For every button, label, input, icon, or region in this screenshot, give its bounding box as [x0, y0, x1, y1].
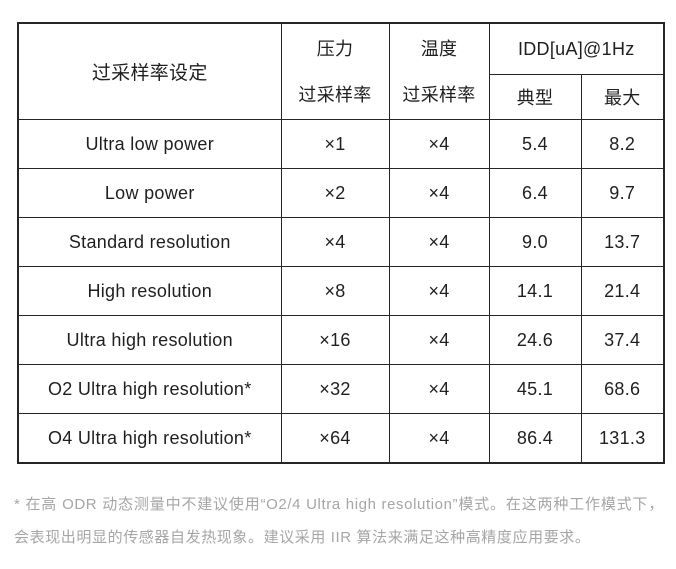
footnote-line-2: 会表现出明显的传感器自发热现象。建议采用 IIR 算法来满足这种高精度应用要求。	[14, 529, 591, 546]
header-idd: IDD[uA]@1Hz	[488, 22, 665, 75]
cell-idd-typical: 14.1	[488, 266, 582, 316]
cell-idd-max: 13.7	[580, 217, 665, 267]
cell-pressure-osr: ×64	[280, 413, 390, 464]
table-row: Standard resolution ×4 ×4 9.0 13.7	[17, 217, 665, 267]
cell-temperature-osr: ×4	[388, 364, 490, 414]
oversampling-settings-table: 过采样率设定 压力 过采样率 温度 过采样率 IDD[uA]@1Hz 典型 最大…	[17, 22, 665, 464]
cell-idd-typical: 86.4	[488, 413, 582, 464]
header-setting: 过采样率设定	[17, 22, 282, 120]
cell-idd-typical: 6.4	[488, 168, 582, 218]
cell-setting: Ultra low power	[17, 119, 282, 169]
table-row: O4 Ultra high resolution* ×64 ×4 86.4 13…	[17, 413, 665, 464]
cell-pressure-osr: ×1	[280, 119, 390, 169]
cell-idd-max: 131.3	[580, 413, 665, 464]
cell-setting: O4 Ultra high resolution*	[17, 413, 282, 464]
footnote: * 在高 ODR 动态测量中不建议使用“O2/4 Ultra high reso…	[14, 488, 664, 554]
footnote-line-1: * 在高 ODR 动态测量中不建议使用“O2/4 Ultra high reso…	[14, 496, 664, 513]
cell-idd-typical: 5.4	[488, 119, 582, 169]
header-temperature-line1: 温度	[420, 38, 458, 59]
cell-idd-max: 21.4	[580, 266, 665, 316]
cell-setting: High resolution	[17, 266, 282, 316]
cell-idd-max: 68.6	[580, 364, 665, 414]
cell-temperature-osr: ×4	[388, 119, 490, 169]
header-temperature-line2: 过采样率	[402, 84, 476, 105]
table-row: Ultra high resolution ×16 ×4 24.6 37.4	[17, 315, 665, 365]
table-row: O2 Ultra high resolution* ×32 ×4 45.1 68…	[17, 364, 665, 414]
cell-idd-max: 8.2	[580, 119, 665, 169]
header-pressure-oversampling: 压力 过采样率	[280, 22, 390, 120]
cell-pressure-osr: ×32	[280, 364, 390, 414]
table-header: 过采样率设定 压力 过采样率 温度 过采样率 IDD[uA]@1Hz 典型 最大	[17, 22, 665, 120]
header-typical: 典型	[488, 74, 582, 120]
cell-idd-typical: 24.6	[488, 315, 582, 365]
cell-idd-max: 37.4	[580, 315, 665, 365]
cell-pressure-osr: ×4	[280, 217, 390, 267]
cell-setting: Standard resolution	[17, 217, 282, 267]
cell-pressure-osr: ×16	[280, 315, 390, 365]
cell-idd-typical: 45.1	[488, 364, 582, 414]
table-row: High resolution ×8 ×4 14.1 21.4	[17, 266, 665, 316]
cell-temperature-osr: ×4	[388, 315, 490, 365]
cell-temperature-osr: ×4	[388, 266, 490, 316]
table-row: Low power ×2 ×4 6.4 9.7	[17, 168, 665, 218]
header-row-1: 过采样率设定 压力 过采样率 温度 过采样率 IDD[uA]@1Hz	[17, 22, 665, 120]
header-temperature-oversampling: 温度 过采样率	[388, 22, 490, 120]
cell-pressure-osr: ×8	[280, 266, 390, 316]
header-row-2: 典型 最大	[18, 74, 665, 120]
cell-temperature-osr: ×4	[388, 168, 490, 218]
cell-idd-typical: 9.0	[488, 217, 582, 267]
table-body: Ultra low power ×1 ×4 5.4 8.2 Low power …	[17, 119, 665, 464]
cell-setting: Ultra high resolution	[17, 315, 282, 365]
cell-temperature-osr: ×4	[388, 413, 490, 464]
header-max: 最大	[580, 74, 665, 120]
cell-pressure-osr: ×2	[280, 168, 390, 218]
cell-setting: O2 Ultra high resolution*	[17, 364, 282, 414]
cell-setting: Low power	[17, 168, 282, 218]
header-pressure-line2: 过采样率	[298, 84, 372, 105]
header-pressure-line1: 压力	[316, 38, 354, 59]
cell-temperature-osr: ×4	[388, 217, 490, 267]
cell-idd-max: 9.7	[580, 168, 665, 218]
table-row: Ultra low power ×1 ×4 5.4 8.2	[17, 119, 665, 169]
